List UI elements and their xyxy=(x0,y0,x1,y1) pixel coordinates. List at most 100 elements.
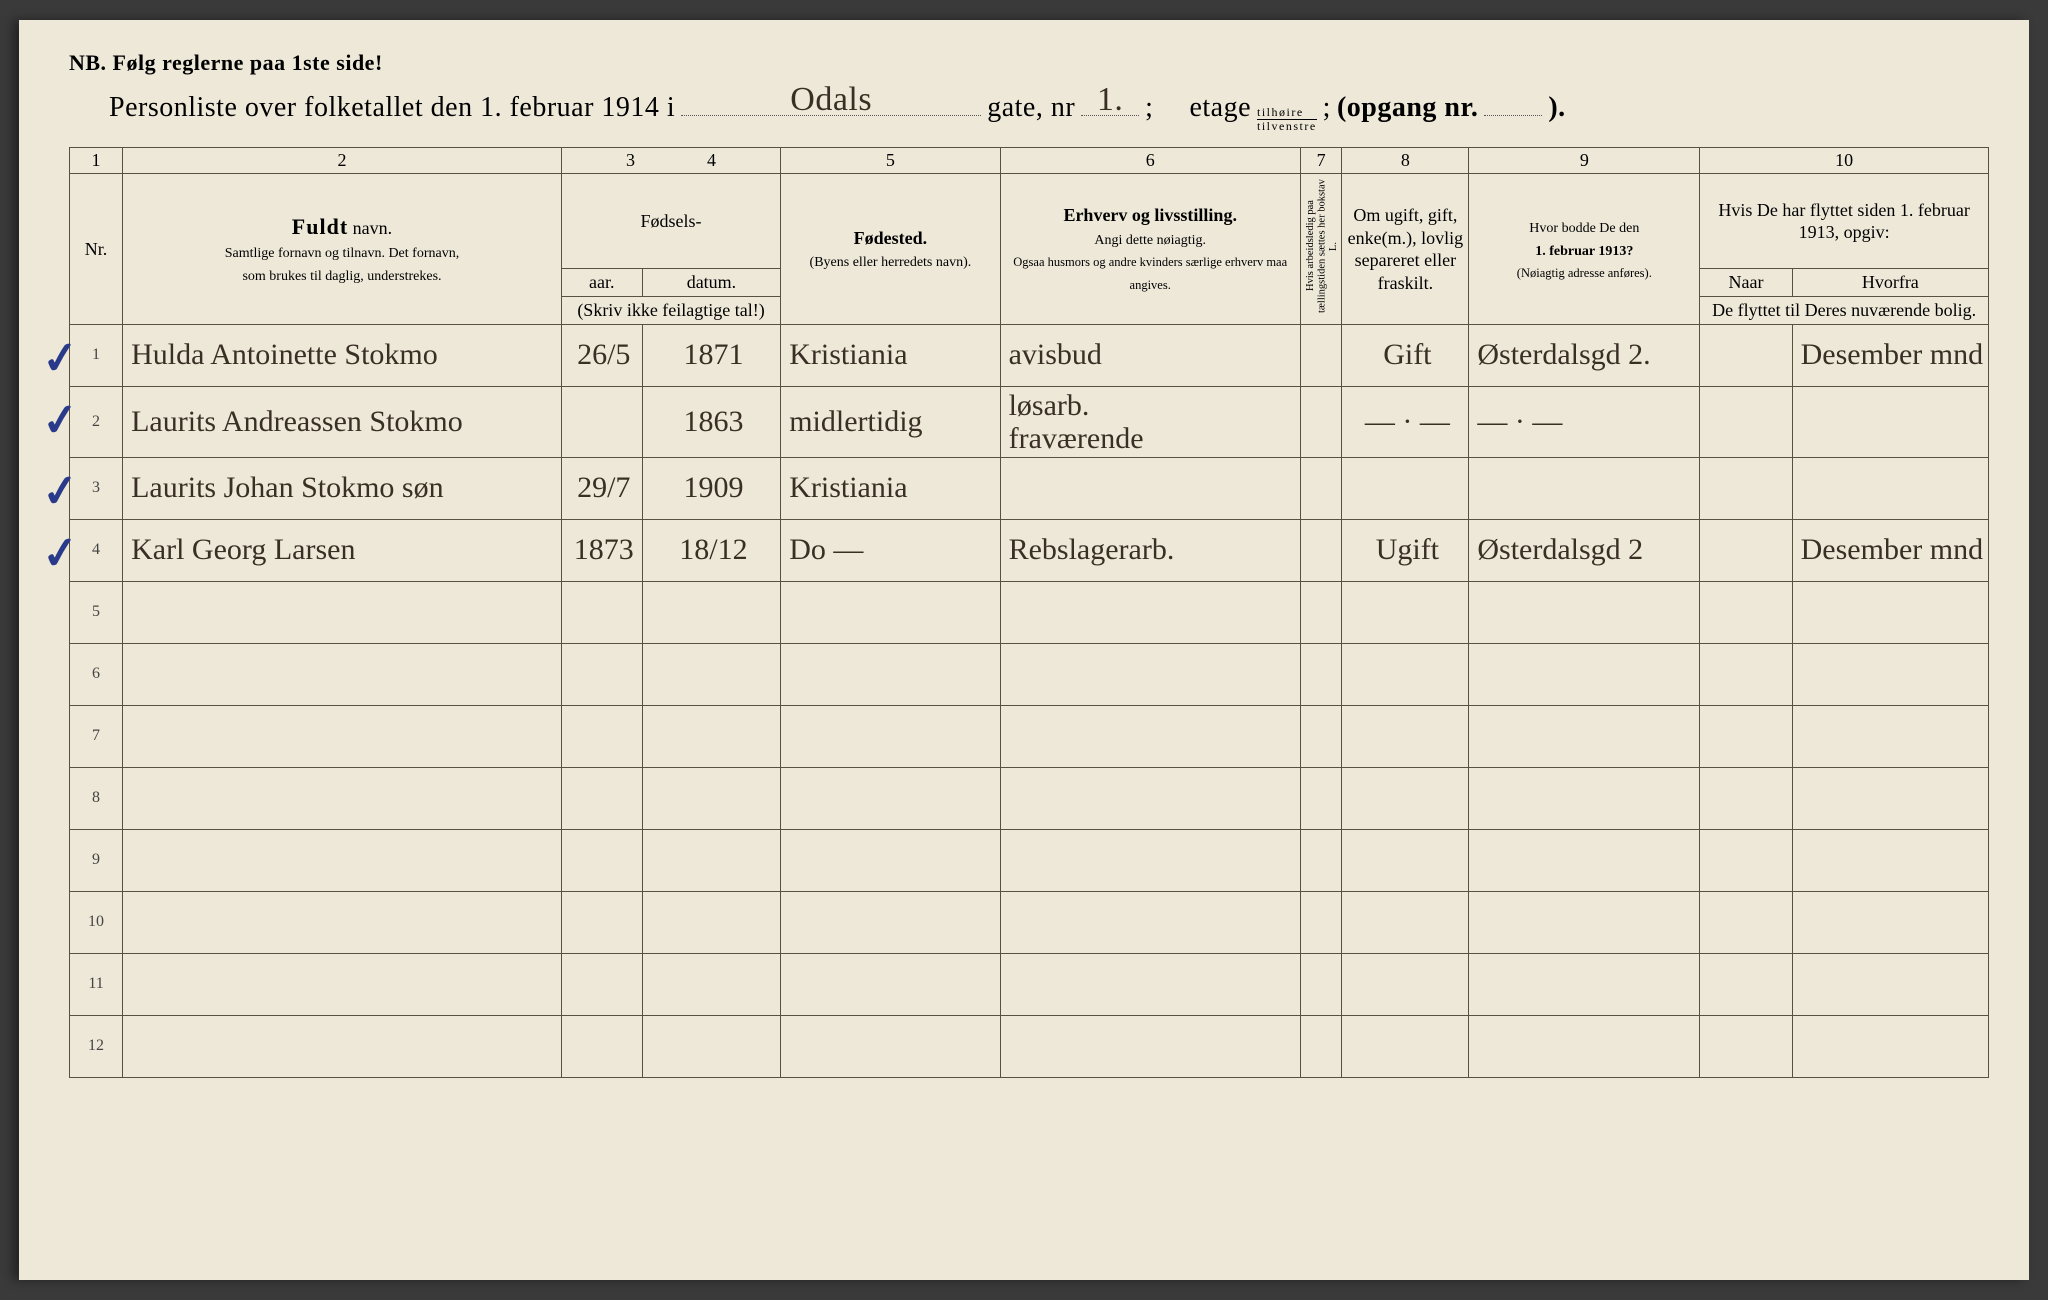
cell: Desember mnd xyxy=(1792,519,1988,581)
hdr-erhverv-sub1: Angi dette nøiagtig. xyxy=(1094,233,1206,248)
colnum-3-4: 3 4 xyxy=(561,148,780,174)
street-blank: Odals xyxy=(681,86,981,116)
cell: Laurits Johan Stokmo søn xyxy=(123,457,562,519)
cell xyxy=(123,643,562,705)
cell: Gift xyxy=(1342,324,1469,386)
table-row: 11 xyxy=(70,953,1989,1015)
cell xyxy=(781,891,1000,953)
hdr-col7-text: Hvis arbeidsledig paa tællingstiden sætt… xyxy=(1305,176,1340,316)
cell: Østerdalsgd 2 xyxy=(1469,519,1700,581)
hdr-col8: Om ugift, gift, enke(m.), lovlig separer… xyxy=(1342,174,1469,325)
cell xyxy=(1300,767,1342,829)
cell xyxy=(1000,705,1300,767)
cell: Laurits Andreassen Stokmo xyxy=(123,386,562,457)
cell xyxy=(1792,643,1988,705)
hdr-col10c: De flyttet til Deres nuværende bolig. xyxy=(1700,296,1989,324)
cell: 9 xyxy=(70,829,123,891)
colnum-9: 9 xyxy=(1469,148,1700,174)
cell: Ugift xyxy=(1342,519,1469,581)
cell xyxy=(1342,581,1469,643)
colnum-1: 1 xyxy=(70,148,123,174)
cell xyxy=(781,829,1000,891)
table-body: 1✓Hulda Antoinette Stokmo26/51871Kristia… xyxy=(70,324,1989,1077)
cell xyxy=(1000,643,1300,705)
checkmark-icon: ✓ xyxy=(39,393,81,448)
cell xyxy=(1792,705,1988,767)
gate-nr: 1. xyxy=(1097,81,1124,119)
table-row: 9 xyxy=(70,829,1989,891)
cell xyxy=(1469,705,1700,767)
cell: Østerdalsgd 2. xyxy=(1469,324,1700,386)
cell: løsarb.fraværende xyxy=(1000,386,1300,457)
cell xyxy=(1792,891,1988,953)
title-prefix: Personliste over folketallet den 1. febr… xyxy=(109,92,675,124)
cell xyxy=(1700,953,1792,1015)
hdr-fodested-sub: (Byens eller herredets navn). xyxy=(810,255,972,270)
cell xyxy=(1469,643,1700,705)
cell: Desember mnd xyxy=(1792,324,1988,386)
hdr-nr: Nr. xyxy=(70,174,123,325)
cell xyxy=(642,1015,781,1077)
checkmark-icon: ✓ xyxy=(39,331,81,386)
table-row: 8 xyxy=(70,767,1989,829)
opgang-label: (opgang nr. xyxy=(1337,92,1478,124)
header-row-1: Nr. Fuldt navn. Samtlige fornavn og tiln… xyxy=(70,174,1989,269)
cell: 1863 xyxy=(642,386,781,457)
gate-nr-blank: 1. xyxy=(1081,86,1139,116)
checkmark-icon: ✓ xyxy=(39,464,81,519)
hdr-fodsels-note: (Skriv ikke feilagtige tal!) xyxy=(561,296,780,324)
cell xyxy=(123,581,562,643)
cell xyxy=(781,581,1000,643)
nb-instruction: NB. Følg reglerne paa 1ste side! xyxy=(69,50,1989,76)
hdr-erhverv: Erhverv og livsstilling. Angi dette nøia… xyxy=(1000,174,1300,325)
cell xyxy=(1792,953,1988,1015)
cell: 1✓ xyxy=(70,324,123,386)
hdr-col9: Hvor bodde De den 1. februar 1913? (Nøia… xyxy=(1469,174,1700,325)
cell xyxy=(1792,581,1988,643)
cell xyxy=(561,829,642,891)
closing-paren: ). xyxy=(1548,92,1565,124)
cell xyxy=(642,767,781,829)
cell xyxy=(123,705,562,767)
cell xyxy=(1300,891,1342,953)
table-row: 2✓Laurits Andreassen Stokmo1863midlertid… xyxy=(70,386,1989,457)
hdr-name: Fuldt navn. Samtlige fornavn og tilnavn.… xyxy=(123,174,562,325)
cell xyxy=(642,891,781,953)
cell xyxy=(1469,581,1700,643)
colnum-4: 4 xyxy=(707,150,716,170)
hdr-col9c: (Nøiagtig adresse anføres). xyxy=(1517,266,1652,280)
cell xyxy=(1700,386,1792,457)
table-head: 1 2 3 4 5 6 7 8 9 10 Nr. Fuldt navn. xyxy=(70,148,1989,325)
cell xyxy=(1469,829,1700,891)
cell: 1871 xyxy=(642,324,781,386)
cell xyxy=(1700,767,1792,829)
etage-top: tilhøire xyxy=(1257,106,1317,120)
cell xyxy=(123,767,562,829)
hdr-fodsels: Fødsels- xyxy=(561,174,780,269)
cell xyxy=(642,953,781,1015)
cell xyxy=(1300,643,1342,705)
cell xyxy=(1000,1015,1300,1077)
cell xyxy=(1792,829,1988,891)
cell: Kristiania xyxy=(781,324,1000,386)
colnum-8: 8 xyxy=(1342,148,1469,174)
cell: 8 xyxy=(70,767,123,829)
cell xyxy=(1342,953,1469,1015)
cell: — · — xyxy=(1469,386,1700,457)
cell xyxy=(123,1015,562,1077)
cell xyxy=(1700,519,1792,581)
cell xyxy=(1342,829,1469,891)
column-number-row: 1 2 3 4 5 6 7 8 9 10 xyxy=(70,148,1989,174)
cell xyxy=(561,581,642,643)
hdr-name-sub2: som brukes til daglig, understrekes. xyxy=(242,269,441,284)
cell: Rebslagerarb. xyxy=(1000,519,1300,581)
cell: 2✓ xyxy=(70,386,123,457)
street-value: Odals xyxy=(790,81,872,119)
table-row: 7 xyxy=(70,705,1989,767)
title-line: Personliste over folketallet den 1. febr… xyxy=(109,86,1989,133)
cell xyxy=(781,705,1000,767)
cell xyxy=(1469,891,1700,953)
hdr-name-sub1: Samtlige fornavn og tilnavn. Det fornavn… xyxy=(225,246,459,261)
cell xyxy=(1469,953,1700,1015)
cell: 6 xyxy=(70,643,123,705)
